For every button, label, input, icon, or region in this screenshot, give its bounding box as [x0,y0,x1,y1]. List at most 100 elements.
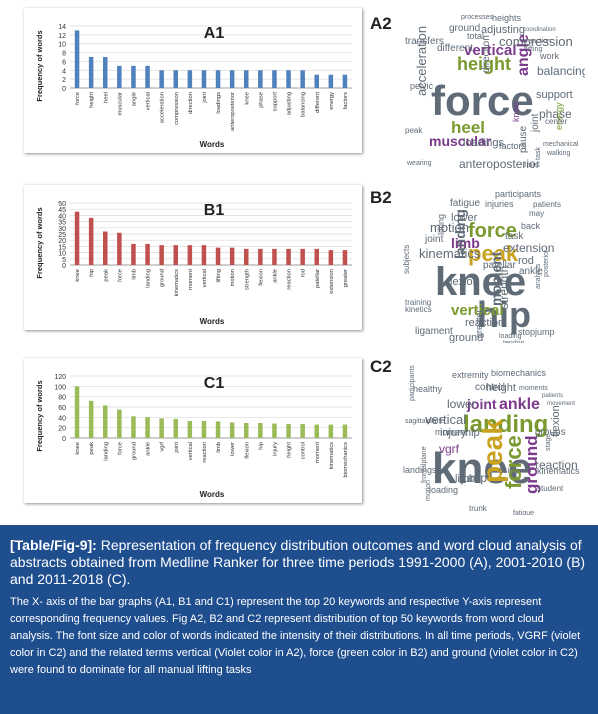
x-tick-label: vgrf [160,442,166,452]
cloud-word-jump: jump [461,471,488,485]
bar-heel [102,57,108,88]
cloud-word-training: training [405,298,432,307]
cloud-word-loading: loading [499,333,522,340]
bar-motion [229,247,235,265]
cloud-word-pause: pause [518,125,529,153]
cloud-word-ankle: ankle [499,396,540,413]
cloud-word-movement: movement [547,401,576,407]
bar-vertical [201,245,207,265]
bar-force [117,409,122,438]
bar-knee [74,211,80,265]
cloud-word-motion: motion [425,479,432,501]
y-tick-label: 25 [58,232,66,239]
y-tick-label: 10 [58,251,66,258]
word-cloud-c2: knee landing peak force ground vgrf ankle joint… [395,355,585,515]
cloud-word-knee: knee [511,102,521,122]
x-tick-label: motion [230,269,236,286]
bar-vertical [187,420,193,438]
cloud-word-adjusting: adjusting [481,24,526,36]
y-axis-label: Frequency of words [35,380,44,451]
x-tick-label: injury [272,442,278,456]
x-tick-label: compression [174,92,180,125]
cloud-word-participants: participants [495,189,542,199]
y-tick-label: 60 [58,405,66,412]
x-tick-label: different [315,92,321,113]
y-tick-label: 35 [58,220,66,227]
bar-anteroposterior [229,70,235,88]
bar-compression [173,70,179,88]
cloud-word-flexion: flexion [447,276,479,288]
x-tick-label: lifting [216,269,222,283]
x-tick-label: phase [258,92,264,108]
cloud-word-center: center [545,117,568,126]
cloud-word-stage: stage [545,433,552,451]
cloud-word-ground: ground [449,332,484,344]
x-tick-label: hip [258,442,264,450]
x-tick-label: vertical [188,442,194,460]
y-tick-label: 30 [58,226,66,233]
bar-ankle [272,248,277,265]
x-tick-label: extension [329,269,335,294]
bar-direction [187,70,193,88]
cloud-word-reaction: reaction [535,458,578,472]
y-tick-label: 2 [62,77,66,84]
bar-extension [328,250,334,265]
cloud-word-landings: landings [403,465,437,475]
cloud-word-motion: motion [430,220,470,235]
cloud-word-peak: peak [468,241,519,266]
cloud-word-reaction: reaction [465,317,505,329]
y-tick-label: 10 [58,42,66,49]
chart-title: B1 [204,202,225,219]
cloud-word-anteroposterior: anteroposterior [459,157,540,170]
cloud-word-vgrf: vgrf [439,442,460,456]
x-tick-label: moment [315,442,321,463]
bar-force [117,232,122,265]
bar-greater [342,250,348,265]
cloud-word-participants: participants [409,365,416,401]
x-axis-label: Words [200,140,225,149]
bar-muscular [117,65,122,88]
cloud-word-hip: hip [465,427,480,439]
x-tick-label: patellar [315,269,321,288]
cloud-word-subjects: subjects [402,244,411,274]
cloud-word-rod: rod [518,255,534,267]
x-tick-label: flexion [244,442,250,459]
cloud-word-task: task [535,147,542,160]
x-tick-label: height [287,442,293,458]
y-tick-label: 8 [62,51,66,58]
y-tick-label: 40 [58,415,66,422]
x-tick-label: landing [103,442,109,461]
cloud-word-limb: limb [455,473,476,485]
y-axis-label: Frequency of words [35,30,44,101]
cloud-word-work: work [540,51,560,61]
cloud-label-b2: B2 [370,188,392,207]
cloud-word-total: total [467,31,485,41]
bar-limb [131,243,136,265]
bar-chart-c1: 0 20 40 60 80 100 120 knee peak landing force groun… [35,374,352,499]
x-axis-label: Words [200,490,225,499]
bar-flexion [258,248,263,265]
bar-biomechanics [342,424,348,438]
cloud-word-ligament: ligament [415,326,453,337]
cloud-word-coordination: coordination [523,27,556,33]
bar-landing [145,243,150,265]
word-cloud-b2: knee hip peak force limb landing vertical kinem… [395,183,585,344]
cloud-word-transfers: transfers [405,36,444,47]
y-tick-label: 6 [62,59,66,66]
bar-vgrf [159,418,164,438]
cloud-word-moment: moment [435,427,468,437]
y-tick-label: 14 [58,24,66,31]
x-tick-label: force [117,442,123,455]
cloud-word-joint: joint [530,113,541,132]
x-tick-label: knee [75,269,81,282]
cloud-word-limb: limb [451,235,480,251]
x-tick-label: ground [160,269,166,287]
bar-energy [328,74,334,88]
bar-limb [215,421,221,438]
chart-panel-b1: 0 5 10 15 20 25 30 35 40 45 50 knee hip peak force limb… [24,185,362,330]
cloud-word-height: height [457,54,511,74]
cloud-word-knee: knee [432,444,533,493]
cloud-word-times: times [523,162,540,169]
x-tick-label: reaction [202,442,208,463]
cloud-word-mechanical: mechanical [543,141,579,148]
